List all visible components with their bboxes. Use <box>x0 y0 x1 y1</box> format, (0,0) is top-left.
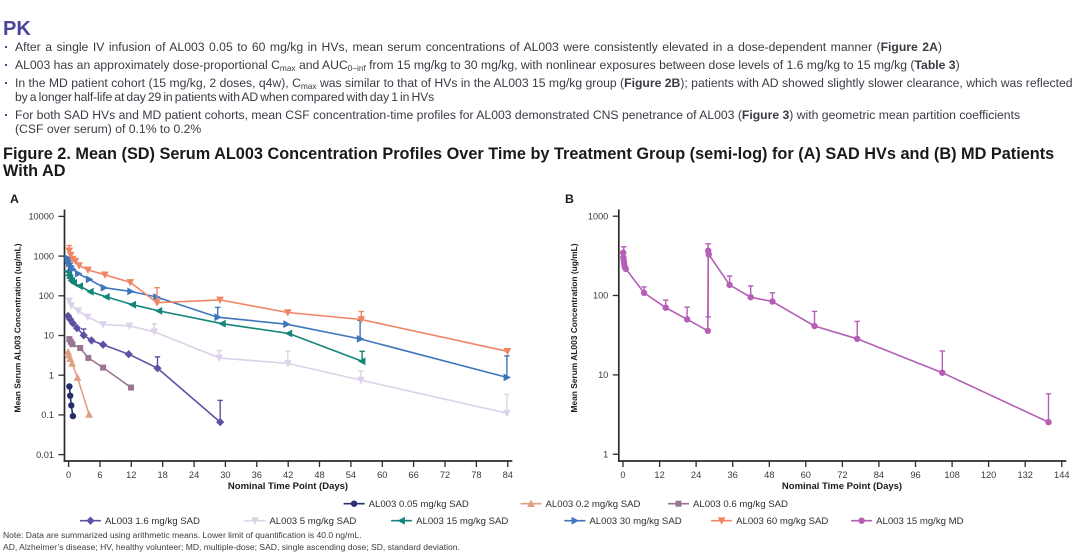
svg-text:B: B <box>565 192 574 206</box>
svg-text:132: 132 <box>1017 470 1033 480</box>
svg-text:48: 48 <box>764 470 774 480</box>
svg-text:24: 24 <box>189 470 199 480</box>
svg-text:108: 108 <box>944 470 960 480</box>
svg-text:120: 120 <box>981 470 997 480</box>
svg-text:84: 84 <box>874 470 884 480</box>
svg-text:100: 100 <box>593 291 608 301</box>
svg-text:72: 72 <box>440 470 450 480</box>
svg-text:12: 12 <box>126 470 136 480</box>
svg-text:1: 1 <box>49 370 54 380</box>
svg-text:10: 10 <box>44 331 54 341</box>
svg-text:18: 18 <box>158 470 168 480</box>
svg-text:96: 96 <box>910 470 920 480</box>
svg-text:Mean Serum AL003 Concentration: Mean Serum AL003 Concentration (ug/mL) <box>569 243 579 412</box>
svg-text:Nominal Time Point (Days): Nominal Time Point (Days) <box>782 481 902 492</box>
svg-text:A: A <box>10 192 19 206</box>
svg-text:Mean Serum AL003 Concentration: Mean Serum AL003 Concentration (ug/mL) <box>13 243 23 412</box>
svg-text:6: 6 <box>97 470 102 480</box>
svg-text:AL003 15 mg/kg SAD: AL003 15 mg/kg SAD <box>416 516 508 527</box>
svg-text:144: 144 <box>1054 470 1070 480</box>
svg-text:Nominal Time Point (Days): Nominal Time Point (Days) <box>228 481 348 492</box>
svg-text:1000: 1000 <box>34 251 54 261</box>
svg-text:0: 0 <box>620 470 625 480</box>
svg-text:48: 48 <box>314 470 324 480</box>
svg-text:0.1: 0.1 <box>41 410 54 420</box>
svg-text:100: 100 <box>39 291 54 301</box>
svg-text:84: 84 <box>503 470 513 480</box>
svg-text:78: 78 <box>471 470 481 480</box>
svg-text:10: 10 <box>598 370 608 380</box>
svg-text:54: 54 <box>346 470 356 480</box>
svg-text:AL003 0.2 mg/kg SAD: AL003 0.2 mg/kg SAD <box>546 499 641 510</box>
svg-text:AL003 1.6 mg/kg SAD: AL003 1.6 mg/kg SAD <box>105 516 200 527</box>
svg-text:60: 60 <box>801 470 811 480</box>
svg-text:1: 1 <box>603 449 608 459</box>
svg-text:0.01: 0.01 <box>36 450 54 460</box>
svg-text:42: 42 <box>283 470 293 480</box>
svg-text:AL003 60 mg/kg SAD: AL003 60 mg/kg SAD <box>736 516 828 527</box>
svg-text:60: 60 <box>377 470 387 480</box>
svg-text:36: 36 <box>728 470 738 480</box>
svg-text:AL003 5 mg/kg SAD: AL003 5 mg/kg SAD <box>269 516 356 527</box>
svg-text:12: 12 <box>654 470 664 480</box>
svg-text:72: 72 <box>837 470 847 480</box>
svg-text:1000: 1000 <box>588 211 608 221</box>
svg-text:0: 0 <box>66 470 71 480</box>
svg-text:36: 36 <box>252 470 262 480</box>
svg-text:24: 24 <box>691 470 701 480</box>
svg-text:AL003 15 mg/kg MD: AL003 15 mg/kg MD <box>876 516 964 527</box>
svg-text:30: 30 <box>220 470 230 480</box>
svg-text:10000: 10000 <box>28 212 54 222</box>
svg-text:AL003 0.6 mg/kg SAD: AL003 0.6 mg/kg SAD <box>693 499 788 510</box>
svg-text:AL003 0.05 mg/kg SAD: AL003 0.05 mg/kg SAD <box>369 499 469 510</box>
svg-text:66: 66 <box>408 470 418 480</box>
svg-text:AL003 30 mg/kg SAD: AL003 30 mg/kg SAD <box>589 516 681 527</box>
